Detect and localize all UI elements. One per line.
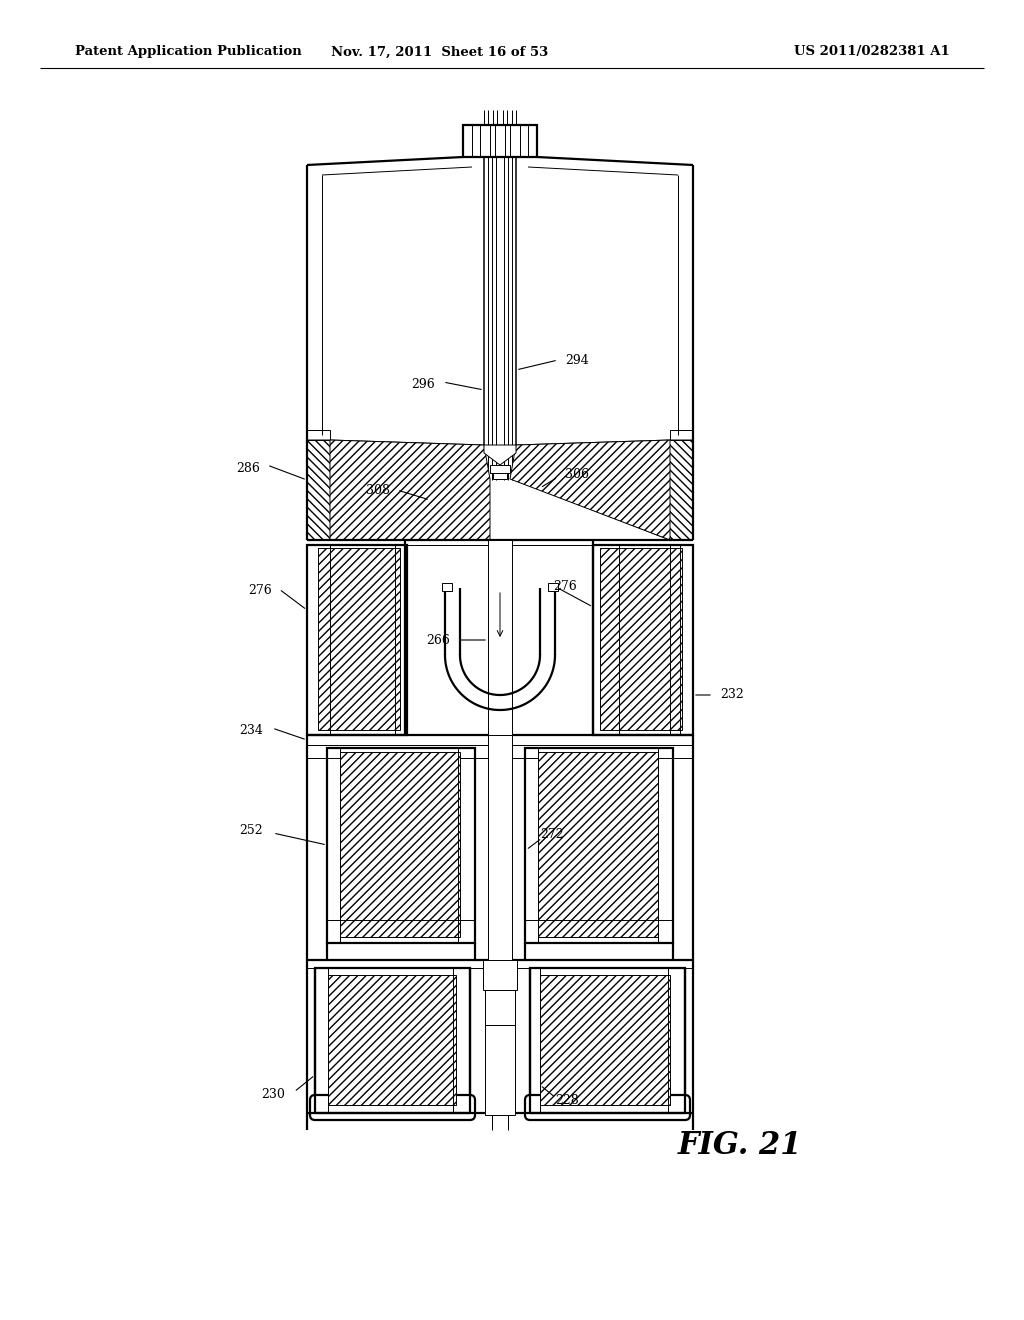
FancyBboxPatch shape [525, 1096, 690, 1119]
Bar [538, 752, 658, 937]
Bar [525, 748, 673, 942]
Bar [488, 735, 512, 985]
Bar [315, 968, 470, 1113]
Polygon shape [484, 445, 516, 465]
Polygon shape [330, 440, 490, 540]
Bar [485, 1026, 515, 1115]
Polygon shape [510, 440, 670, 540]
Text: 266: 266 [426, 634, 450, 647]
Bar [318, 548, 400, 730]
Bar [485, 990, 515, 1026]
Bar [328, 975, 456, 1105]
Bar [548, 583, 558, 591]
Text: 286: 286 [237, 462, 260, 474]
Text: 228: 228 [555, 1093, 579, 1106]
Text: 276: 276 [248, 583, 272, 597]
Text: 276: 276 [553, 581, 577, 594]
Bar [600, 548, 682, 730]
Bar [670, 430, 693, 442]
Bar [307, 430, 330, 442]
Text: 234: 234 [240, 723, 263, 737]
Text: 306: 306 [565, 469, 589, 482]
Text: US 2011/0282381 A1: US 2011/0282381 A1 [795, 45, 950, 58]
Text: 308: 308 [366, 483, 390, 496]
Bar [327, 748, 475, 942]
Bar [530, 968, 685, 1113]
Bar [442, 583, 452, 591]
Text: 294: 294 [565, 354, 589, 367]
Bar [593, 545, 693, 735]
Bar [493, 473, 507, 479]
Text: Patent Application Publication: Patent Application Publication [75, 45, 302, 58]
Text: 230: 230 [261, 1089, 285, 1101]
Text: Nov. 17, 2011  Sheet 16 of 53: Nov. 17, 2011 Sheet 16 of 53 [332, 45, 549, 58]
Polygon shape [307, 440, 484, 540]
Bar [463, 125, 537, 157]
Text: FIG. 21: FIG. 21 [678, 1130, 802, 1160]
Bar [307, 545, 407, 735]
Bar [488, 540, 512, 735]
Polygon shape [516, 440, 693, 540]
Bar [490, 465, 510, 473]
Bar [340, 752, 460, 937]
Text: 232: 232 [720, 689, 743, 701]
Text: 272: 272 [540, 829, 563, 842]
Text: 252: 252 [240, 824, 263, 837]
Bar [540, 975, 670, 1105]
Text: 296: 296 [412, 379, 435, 392]
FancyBboxPatch shape [310, 1096, 475, 1119]
Bar [483, 960, 517, 990]
